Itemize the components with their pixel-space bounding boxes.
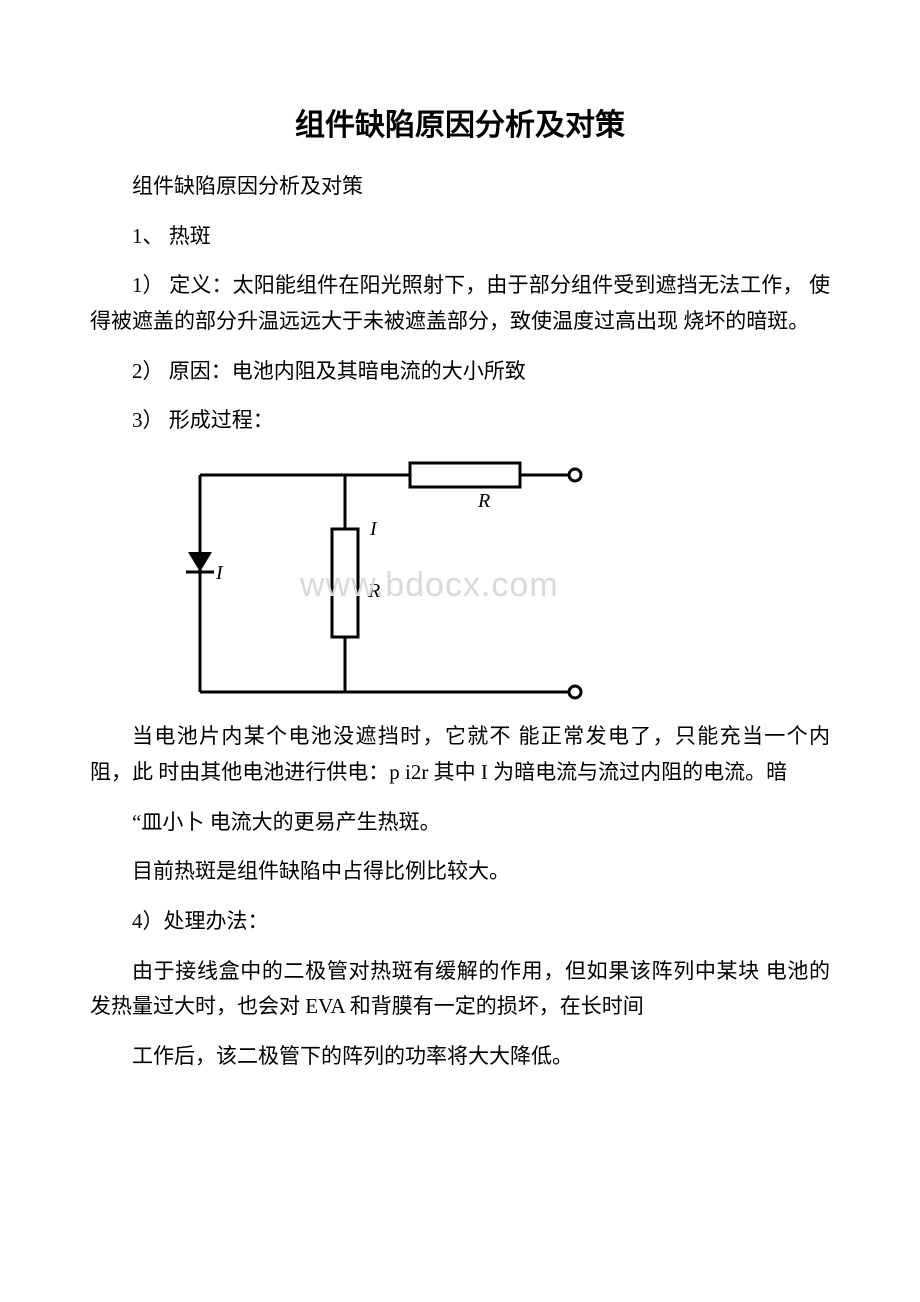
solution-heading: 4）处理办法： bbox=[90, 904, 830, 940]
solution-paragraph-1: 由于接线盒中的二极管对热斑有缓解的作用，但如果该阵列中某块 电池的发热量过大时，… bbox=[90, 954, 830, 1025]
cause-paragraph: 2） 原因：电池内阻及其暗电流的大小所致 bbox=[90, 354, 830, 390]
explain-paragraph-2: “皿小卜 电流大的更易产生热斑。 bbox=[90, 805, 830, 841]
document-page: 组件缺陷原因分析及对策 组件缺陷原因分析及对策 1、 热斑 1） 定义：太阳能组… bbox=[0, 0, 920, 1149]
explain-1e: 为暗电流与流过内阻的电流。暗 bbox=[488, 760, 787, 784]
label-i-mid: I bbox=[369, 518, 378, 540]
circuit-diagram: R I R I www.bdocx.com bbox=[180, 457, 600, 705]
section-1-heading: 1、 热斑 bbox=[90, 219, 830, 255]
symbol-I: I bbox=[481, 760, 488, 784]
explain-paragraph-3: 目前热斑是组件缺陷中占得比例比较大。 bbox=[90, 854, 830, 890]
term-eva: EVA bbox=[305, 994, 350, 1018]
page-title: 组件缺陷原因分析及对策 bbox=[90, 100, 830, 151]
explain-paragraph-1: 当电池片内某个电池没遮挡时，它就不 能正常发电了，只能充当一个内阻，此 时由其他… bbox=[90, 719, 830, 790]
solution-paragraph-2: 工作后，该二极管下的阵列的功率将大大降低。 bbox=[90, 1039, 830, 1075]
label-i-left: I bbox=[215, 562, 224, 584]
label-r-top: R bbox=[477, 490, 490, 512]
definition-paragraph: 1） 定义：太阳能组件在阳光照射下，由于部分组件受到遮挡无法工作， 使得被遮盖的… bbox=[90, 268, 830, 339]
explain-1c: 其中 bbox=[428, 760, 481, 784]
process-heading: 3） 形成过程： bbox=[90, 403, 830, 439]
formula-pi2r: p i2r bbox=[389, 760, 428, 784]
circuit-svg: R I R I bbox=[180, 457, 600, 705]
subtitle-line: 组件缺陷原因分析及对策 bbox=[90, 169, 830, 205]
sol-1c: 和背膜有一定的损坏，在长时间 bbox=[350, 994, 644, 1018]
label-r-mid: R bbox=[367, 580, 380, 602]
